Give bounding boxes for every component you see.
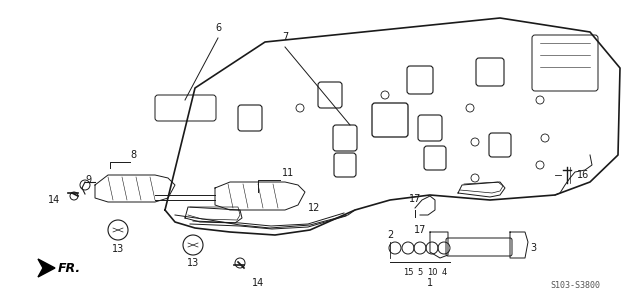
Text: 17: 17 <box>414 225 426 235</box>
Text: 10: 10 <box>427 268 437 277</box>
Text: 13: 13 <box>187 258 199 268</box>
Text: 16: 16 <box>577 170 589 180</box>
Text: 14: 14 <box>48 195 60 205</box>
Text: 9: 9 <box>86 175 92 185</box>
Text: 4: 4 <box>442 268 447 277</box>
Text: S103-S3800: S103-S3800 <box>550 280 600 290</box>
Text: 11: 11 <box>282 168 294 178</box>
Text: 2: 2 <box>387 230 393 240</box>
Text: FR.: FR. <box>58 262 81 275</box>
Text: 15: 15 <box>403 268 413 277</box>
Text: 3: 3 <box>530 243 536 253</box>
Text: 7: 7 <box>282 32 288 42</box>
Text: 6: 6 <box>215 23 221 33</box>
Text: 13: 13 <box>112 244 124 254</box>
Text: 1: 1 <box>427 278 433 288</box>
Text: 17: 17 <box>409 194 421 204</box>
Text: 8: 8 <box>130 150 136 160</box>
Text: 5: 5 <box>417 268 422 277</box>
Polygon shape <box>38 259 55 277</box>
Text: 14: 14 <box>252 278 264 288</box>
Text: 12: 12 <box>308 203 321 213</box>
